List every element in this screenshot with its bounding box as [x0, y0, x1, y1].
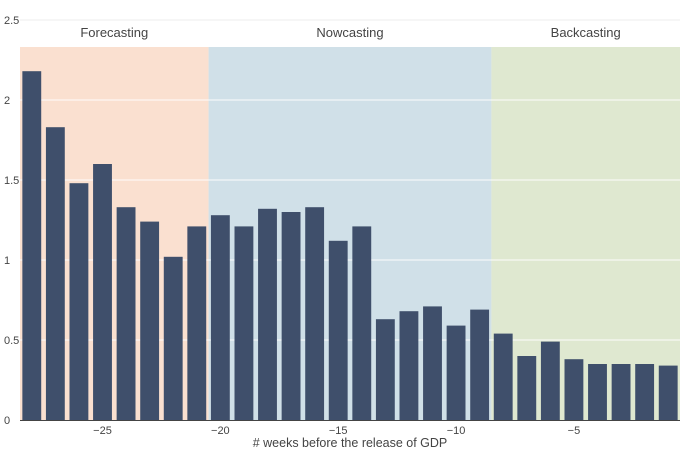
y-tick-label: 0.5	[4, 335, 19, 347]
bar[interactable]	[493, 333, 513, 420]
region-band-nowcasting	[208, 47, 492, 420]
bar[interactable]	[399, 311, 419, 420]
bar[interactable]	[187, 226, 207, 420]
region-label-nowcasting: Nowcasting	[316, 25, 383, 40]
y-tick-label: 0	[4, 415, 10, 427]
bar[interactable]	[258, 208, 277, 420]
axes-layer: 0 0.5 1 1.5 2 2.5 −25 −20 −15 −10 −5	[4, 15, 680, 437]
bar[interactable]	[517, 356, 537, 420]
gridlines-layer	[20, 19, 680, 341]
bar[interactable]	[611, 364, 631, 420]
bar[interactable]	[588, 364, 607, 420]
y-tick-label: 2.5	[4, 15, 19, 27]
x-tick-label: −15	[329, 425, 348, 437]
x-tick-label: −25	[93, 425, 112, 437]
bar[interactable]	[446, 325, 466, 420]
bar[interactable]	[210, 215, 230, 420]
bars-layer	[22, 71, 678, 420]
bar[interactable]	[69, 183, 89, 420]
x-tick-label: −20	[211, 425, 230, 437]
y-tick-label: 2	[4, 95, 10, 107]
bar[interactable]	[375, 319, 395, 420]
bar[interactable]	[658, 365, 678, 420]
bar[interactable]	[564, 359, 584, 420]
bar[interactable]	[423, 306, 442, 420]
x-tick-label: −5	[568, 425, 581, 437]
bar[interactable]	[22, 71, 42, 420]
region-label-forecasting: Forecasting	[80, 25, 148, 40]
bar[interactable]	[163, 256, 183, 420]
bar[interactable]	[328, 240, 348, 420]
region-label-backcasting: Backcasting	[551, 25, 621, 40]
bar[interactable]	[470, 309, 490, 420]
bar[interactable]	[45, 127, 65, 420]
x-tick-label: −10	[447, 425, 466, 437]
y-tick-label: 1	[4, 255, 10, 267]
bar[interactable]	[281, 212, 301, 420]
bar[interactable]	[540, 341, 560, 420]
bar[interactable]	[93, 164, 112, 420]
bar[interactable]	[305, 207, 325, 420]
bar[interactable]	[635, 364, 655, 420]
x-axis-title: # weeks before the release of GDP	[253, 436, 448, 450]
bar[interactable]	[352, 226, 372, 420]
bar[interactable]	[140, 221, 160, 420]
bar[interactable]	[234, 226, 254, 420]
bar[interactable]	[116, 207, 136, 420]
y-tick-label: 1.5	[4, 175, 19, 187]
